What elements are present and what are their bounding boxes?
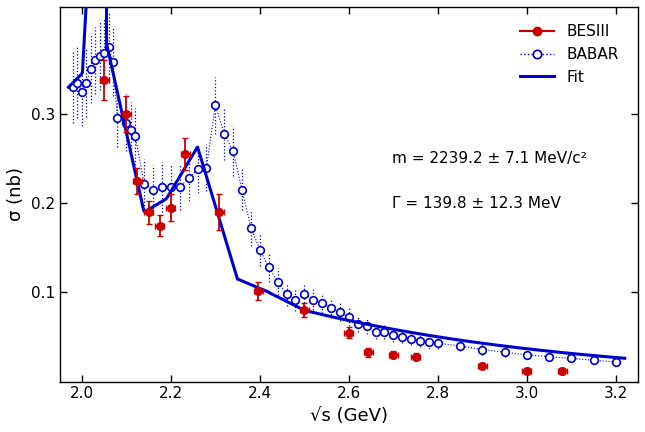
Y-axis label: σ (nb): σ (nb) — [7, 167, 25, 221]
Text: Γ = 139.8 ± 12.3 MeV: Γ = 139.8 ± 12.3 MeV — [392, 196, 561, 211]
Text: m = 2239.2 ± 7.1 MeV/c²: m = 2239.2 ± 7.1 MeV/c² — [392, 151, 587, 166]
Legend: BESIII, BABAR, Fit: BESIII, BABAR, Fit — [514, 18, 624, 91]
X-axis label: √s (GeV): √s (GeV) — [310, 407, 388, 425]
